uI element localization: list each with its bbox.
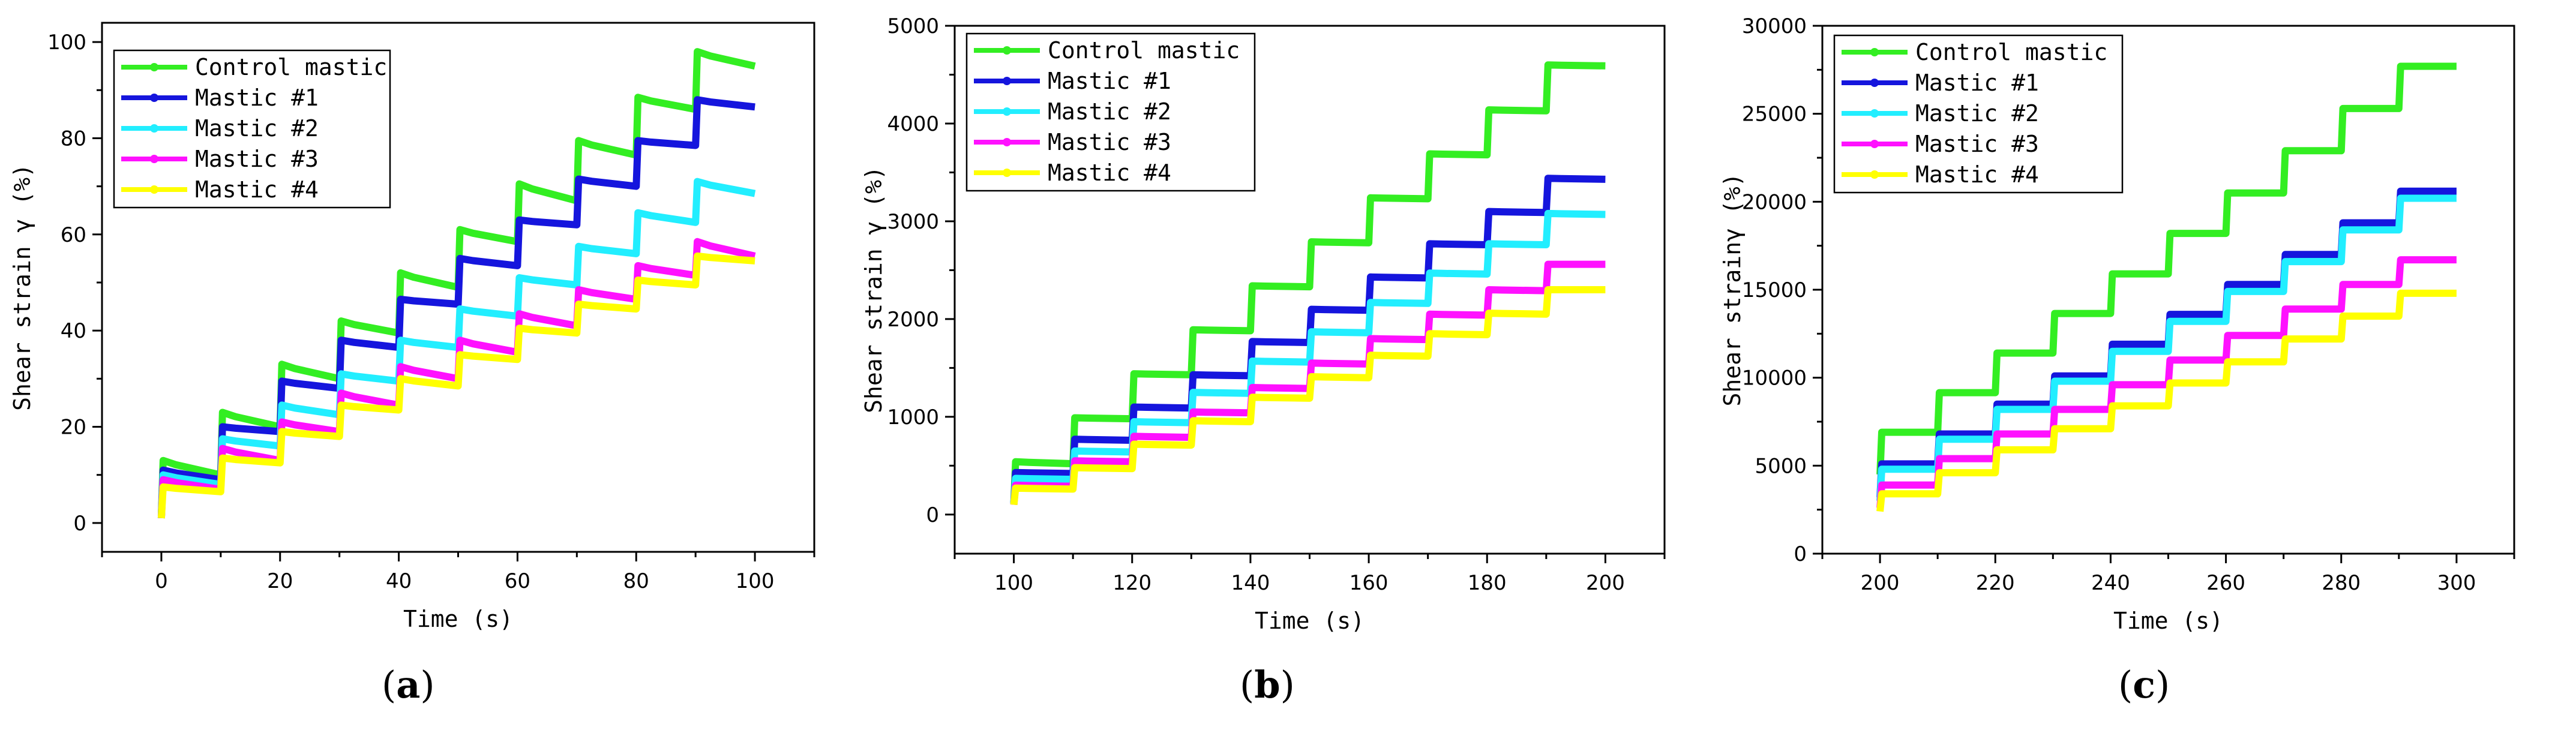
legend-label-b-1: Mastic #1: [1048, 68, 1171, 94]
legend-label-a-1: Mastic #1: [195, 85, 319, 111]
y-axis-title-a: Shear strain γ (%): [9, 164, 35, 411]
legend-marker-c-2: [1870, 109, 1879, 118]
legend-marker-c-4: [1870, 170, 1879, 179]
y-tick-label-c-5: 25000: [1742, 103, 1807, 127]
y-tick-label-b-0: 0: [926, 503, 939, 527]
x-axis-title-a: Time (s): [403, 606, 513, 632]
y-axis-title-c: Shear strainγ (%): [1719, 173, 1746, 407]
legend-marker-a-0: [150, 63, 158, 71]
y-tick-label-c-2: 10000: [1742, 366, 1807, 390]
legend-label-c-2: Mastic #2: [1915, 100, 2039, 127]
x-tick-label-b-1: 120: [1112, 571, 1151, 595]
x-tick-label-a-0: 0: [155, 569, 168, 593]
legend-marker-b-0: [1003, 46, 1011, 55]
legend-label-a-2: Mastic #2: [195, 115, 319, 142]
x-tick-label-a-5: 100: [736, 569, 775, 593]
chart-panel-b: 100 120 140 160 180 200010002000300040005000T…: [860, 14, 1666, 634]
y-tick-label-c-1: 5000: [1755, 454, 1807, 478]
series-line-b-4: [1010, 286, 1606, 506]
legend-marker-b-4: [1003, 169, 1011, 177]
y-tick-label-b-1: 1000: [887, 405, 939, 429]
series-group-a: [157, 48, 756, 519]
series-line-c-4: [1876, 289, 2457, 512]
legend-label-a-0: Control mastic: [195, 54, 387, 80]
legend-marker-a-2: [150, 124, 158, 133]
y-tick-label-c-0: 0: [1794, 542, 1807, 566]
legend-marker-c-0: [1870, 48, 1879, 56]
x-tick-label-a-1: 20: [267, 569, 293, 593]
y-tick-label-a-4: 80: [61, 127, 86, 151]
chart-panel-a: 0 20 40 60 80 100 0 20 40 60 80 100 Time (s) Shear st…: [9, 22, 815, 632]
x-axis-title-c: Time (s): [2113, 608, 2223, 634]
y-tick-label-a-3: 60: [61, 223, 86, 247]
legend-label-c-4: Mastic #4: [1915, 161, 2039, 188]
legend-marker-b-3: [1003, 138, 1011, 146]
x-axis-title-b: Time (s): [1255, 608, 1365, 634]
panel-label-b: (b): [1240, 663, 1295, 707]
y-tick-label-b-2: 2000: [887, 308, 939, 332]
y-tick-label-a-0: 0: [73, 512, 86, 536]
x-tick-label-b-0: 100: [994, 571, 1033, 595]
x-tick-label-a-3: 60: [505, 569, 530, 593]
legend-label-c-1: Mastic #1: [1915, 70, 2039, 96]
x-tick-label-c-2: 240: [2091, 571, 2130, 595]
x-tick-label-b-4: 180: [1468, 571, 1507, 595]
legend-label-b-2: Mastic #2: [1048, 98, 1171, 125]
chart-panel-c: 200 220 240 260 280 300 0 5000 10000 15000 20000 25…: [1719, 14, 2515, 634]
legend-label-c-0: Control mastic: [1915, 39, 2107, 65]
legend-marker-c-1: [1870, 79, 1879, 87]
series-line-a-4: [157, 252, 755, 519]
legend-marker-a-3: [150, 155, 158, 163]
legend-marker-b-2: [1003, 107, 1011, 116]
y-tick-label-b-5: 5000: [887, 14, 939, 38]
legend-marker-b-1: [1003, 77, 1011, 85]
panel-label-c-letter: c: [2133, 663, 2155, 707]
x-tick-label-a-4: 80: [623, 569, 649, 593]
series-line-c-0: [1876, 62, 2457, 475]
x-tick-label-c-0: 200: [1861, 571, 1900, 595]
y-tick-label-b-3: 3000: [887, 210, 939, 234]
legend-label-c-3: Mastic #3: [1915, 131, 2039, 157]
x-tick-label-c-1: 220: [1976, 571, 2015, 595]
series-line-c-2: [1876, 194, 2457, 501]
x-tick-label-c-5: 300: [2437, 571, 2476, 595]
legend-label-a-3: Mastic #3: [195, 146, 319, 172]
x-tick-label-c-4: 280: [2322, 571, 2361, 595]
y-tick-label-b-4: 4000: [887, 112, 939, 136]
panel-label-a: (a): [382, 663, 435, 707]
series-group-b: [1010, 61, 1606, 506]
series-line-a-1: [157, 96, 755, 519]
legend-marker-a-4: [150, 185, 158, 194]
panel-label-a-letter: a: [396, 663, 421, 707]
y-tick-label-a-1: 20: [61, 416, 86, 440]
x-tick-label-a-2: 40: [386, 569, 412, 593]
panel-label-c: (c): [2118, 663, 2170, 707]
legend-label-a-4: Mastic #4: [195, 176, 319, 203]
y-tick-label-c-3: 15000: [1742, 278, 1807, 302]
y-tick-label-c-4: 20000: [1742, 190, 1807, 214]
y-axis-title-b: Shear strain γ (%): [860, 166, 887, 413]
y-tick-label-a-2: 40: [61, 319, 86, 343]
series-line-b-0: [1010, 61, 1606, 503]
legend-marker-c-3: [1870, 140, 1879, 148]
legend-label-b-4: Mastic #4: [1048, 160, 1171, 186]
x-tick-label-b-2: 140: [1231, 571, 1270, 595]
legend-label-b-3: Mastic #3: [1048, 129, 1171, 155]
y-tick-label-c-6: 30000: [1742, 14, 1807, 38]
series-group-c: [1876, 62, 2457, 512]
x-tick-label-b-3: 160: [1350, 571, 1389, 595]
legend-label-b-0: Control mastic: [1048, 37, 1240, 64]
panel-label-b-letter: b: [1254, 663, 1280, 707]
y-tick-label-a-5: 100: [47, 31, 86, 55]
x-tick-label-c-3: 260: [2206, 571, 2245, 595]
legend-marker-a-1: [150, 94, 158, 102]
x-tick-label-b-5: 200: [1586, 571, 1625, 595]
